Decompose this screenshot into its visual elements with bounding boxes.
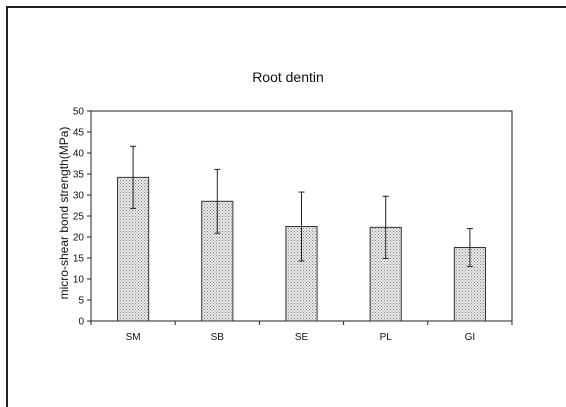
- y-tick-label: 10: [73, 275, 85, 286]
- x-tick-label-se: SE: [295, 332, 309, 343]
- y-tick-label: 35: [73, 170, 85, 181]
- x-tick-label-pl: PL: [380, 332, 393, 343]
- y-axis-ticks: 0 5 10 15 20 25 30 35 40 45 50: [73, 107, 91, 328]
- error-bars: [130, 145, 473, 267]
- x-tick-label-gi: GI: [465, 332, 476, 343]
- y-tick-label: 0: [78, 317, 84, 328]
- y-tick-label: 15: [73, 254, 85, 265]
- x-tick-label-sm: SM: [126, 332, 141, 343]
- y-axis-label: micro-shear bond strength(MPa): [57, 127, 71, 300]
- y-tick-label: 40: [73, 149, 85, 160]
- y-tick-label: 5: [78, 296, 84, 307]
- y-tick-label: 50: [73, 107, 85, 118]
- chart-title: Root dentin: [252, 69, 324, 85]
- x-axis-ticks: SM SB SE PL GI: [90, 321, 513, 343]
- y-tick-label: 30: [73, 191, 85, 202]
- y-tick-label: 20: [73, 233, 85, 244]
- x-tick-label-sb: SB: [211, 332, 225, 343]
- y-tick-label: 45: [73, 128, 85, 139]
- y-tick-label: 25: [73, 212, 85, 223]
